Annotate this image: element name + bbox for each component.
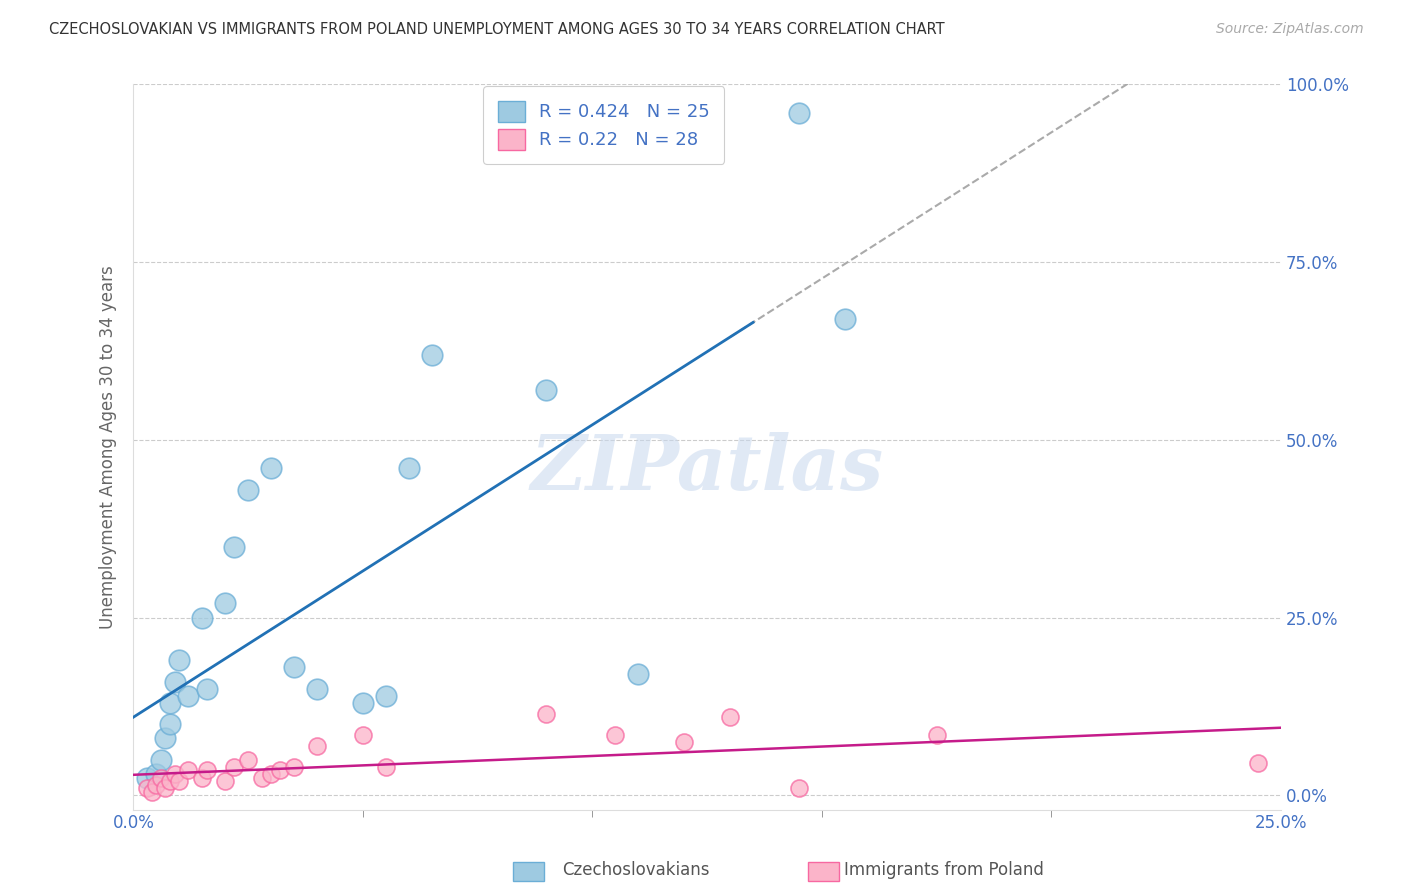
Point xyxy=(536,383,558,397)
Point xyxy=(305,739,328,753)
Text: Czechoslovakians: Czechoslovakians xyxy=(562,861,710,879)
Point xyxy=(260,461,283,475)
Point xyxy=(214,774,236,789)
Point xyxy=(236,753,259,767)
Point xyxy=(224,760,246,774)
Y-axis label: Unemployment Among Ages 30 to 34 years: Unemployment Among Ages 30 to 34 years xyxy=(100,265,117,629)
Point xyxy=(136,781,159,796)
Point xyxy=(374,760,396,774)
Point xyxy=(673,735,696,749)
Point xyxy=(398,461,420,475)
Point xyxy=(191,771,214,785)
Point xyxy=(260,767,283,781)
Point xyxy=(214,596,236,610)
Point xyxy=(787,781,810,796)
Point xyxy=(925,728,948,742)
Point xyxy=(167,653,190,667)
Point xyxy=(536,706,558,721)
Point xyxy=(269,764,291,778)
Point xyxy=(191,610,214,624)
Point xyxy=(374,689,396,703)
Point xyxy=(159,717,181,731)
Point xyxy=(305,681,328,696)
Text: ZIPatlas: ZIPatlas xyxy=(530,432,884,506)
Point xyxy=(250,771,273,785)
Point xyxy=(224,540,246,554)
Legend: R = 0.424   N = 25, R = 0.22   N = 28: R = 0.424 N = 25, R = 0.22 N = 28 xyxy=(484,87,724,164)
Point xyxy=(283,760,305,774)
Point xyxy=(605,728,627,742)
Text: CZECHOSLOVAKIAN VS IMMIGRANTS FROM POLAND UNEMPLOYMENT AMONG AGES 30 TO 34 YEARS: CZECHOSLOVAKIAN VS IMMIGRANTS FROM POLAN… xyxy=(49,22,945,37)
Point xyxy=(155,781,177,796)
Point xyxy=(163,767,186,781)
Point xyxy=(236,483,259,497)
Point xyxy=(352,728,374,742)
Point xyxy=(145,778,167,792)
Point xyxy=(177,689,200,703)
Point xyxy=(834,312,856,326)
Point xyxy=(1247,756,1270,771)
Point xyxy=(352,696,374,710)
Point xyxy=(627,667,650,681)
Point xyxy=(283,660,305,674)
Point xyxy=(155,731,177,746)
Text: Immigrants from Poland: Immigrants from Poland xyxy=(844,861,1043,879)
Point xyxy=(149,753,172,767)
Point xyxy=(195,764,218,778)
Point xyxy=(159,774,181,789)
Point xyxy=(195,681,218,696)
Point xyxy=(149,771,172,785)
Text: Source: ZipAtlas.com: Source: ZipAtlas.com xyxy=(1216,22,1364,37)
Point xyxy=(420,348,443,362)
Point xyxy=(141,785,163,799)
Point xyxy=(159,696,181,710)
Point xyxy=(787,106,810,120)
Point xyxy=(136,771,159,785)
Point xyxy=(145,767,167,781)
Point xyxy=(718,710,741,724)
Point xyxy=(167,774,190,789)
Point xyxy=(163,674,186,689)
Point xyxy=(177,764,200,778)
